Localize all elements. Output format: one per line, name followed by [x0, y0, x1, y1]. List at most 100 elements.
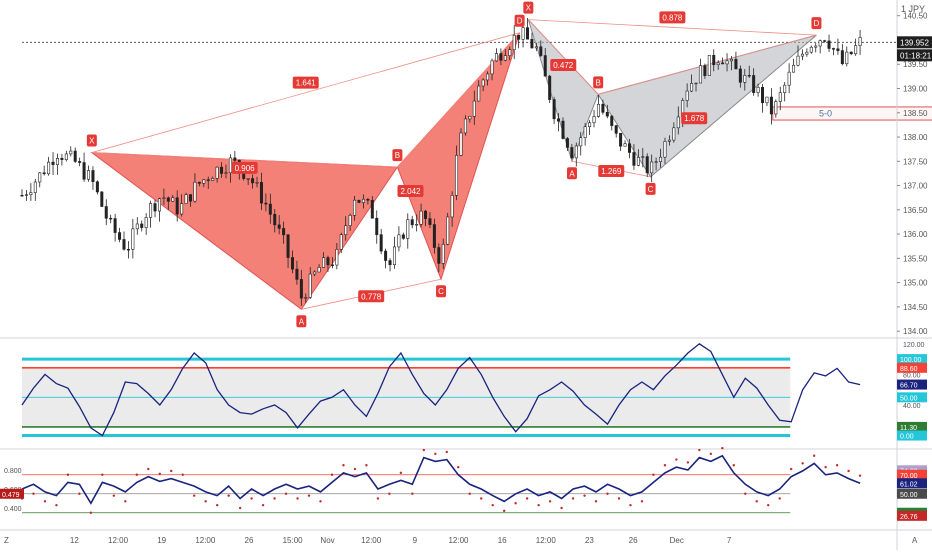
osc2-dot: [353, 467, 357, 471]
pivot-badge: [296, 315, 307, 328]
ratio-label: 1.641: [296, 79, 317, 88]
pivot-label: X: [526, 4, 532, 13]
candle-body: [698, 65, 702, 84]
candle-body: [384, 250, 388, 261]
candle-body: [769, 96, 773, 115]
osc2-line: [21, 454, 861, 505]
candle-body: [144, 217, 148, 228]
candle-body: [100, 191, 104, 207]
osc2-dot: [89, 511, 93, 514]
candle-body: [579, 137, 583, 147]
pattern-triangle: [597, 34, 817, 178]
candle-body: [410, 219, 414, 226]
pivot-badge: [86, 134, 97, 147]
osc2-badge: [897, 478, 927, 489]
candle-body: [614, 125, 618, 134]
osc2-dot: [537, 503, 540, 507]
candle-body: [650, 161, 654, 174]
osc2-dot: [250, 497, 253, 500]
candle-body: [557, 118, 561, 122]
candle-body: [472, 100, 476, 117]
candle-body: [752, 75, 756, 93]
time-label: 12:00: [108, 536, 129, 545]
time-label: 12:00: [448, 536, 469, 545]
osc2-dot: [686, 461, 690, 464]
osc2-dot: [594, 500, 598, 503]
osc1-badge-text: 100.00: [900, 357, 922, 364]
candle-body: [95, 181, 99, 193]
osc2-left-badge: [0, 488, 24, 499]
candle-body: [255, 182, 259, 184]
candle-body: [304, 297, 308, 299]
price-tick-label: 138.00: [903, 133, 928, 142]
candle-body: [747, 75, 751, 77]
candle-body: [428, 218, 432, 225]
osc1-badge: [897, 430, 927, 441]
candle-body: [140, 223, 144, 228]
osc2-dot: [514, 502, 517, 505]
pivot-label: B: [596, 78, 601, 87]
candle-body: [233, 157, 237, 161]
candle-body: [401, 234, 405, 239]
candle-body: [339, 234, 343, 250]
candle-body: [118, 232, 122, 240]
pivot-badge: [523, 1, 534, 14]
candle-body: [317, 267, 321, 273]
oscillator-1-layer: [21, 342, 861, 438]
osc2-dot: [480, 497, 483, 500]
osc1-badge-text: 50.00: [900, 395, 918, 402]
candle-body: [712, 55, 716, 66]
candle-body: [206, 179, 210, 181]
candle-body: [676, 116, 680, 129]
candle-body: [809, 46, 813, 53]
candle-body: [627, 143, 631, 153]
candle-body: [787, 71, 791, 86]
osc1-badge-text: 66.70: [900, 383, 918, 390]
candle-body: [512, 35, 516, 51]
osc2-dot: [170, 469, 173, 473]
osc2-dot: [629, 503, 632, 507]
candle-body: [778, 92, 782, 102]
ratio-label: 1.678: [684, 114, 705, 123]
price-tick-label: 135.00: [903, 279, 928, 288]
osc1-badge: [897, 379, 927, 390]
osc1-badge: [897, 362, 927, 373]
ratio-label: 2.042: [400, 187, 421, 196]
osc2-dot: [284, 492, 288, 495]
osc1-badge-text: 11.30: [900, 425, 917, 432]
candle-body: [486, 73, 490, 81]
time-label: 19: [157, 536, 166, 545]
price-tick-label: 139.50: [903, 60, 928, 69]
candle-body: [295, 268, 299, 280]
osc2-dot: [778, 497, 781, 500]
pivot-label: A: [569, 169, 575, 178]
osc2-dot: [112, 494, 116, 497]
osc2-dot: [709, 452, 713, 456]
ratio-label: 0.778: [361, 292, 382, 301]
candle-body: [122, 239, 126, 250]
pivot-badge: [436, 285, 447, 298]
osc2-dot: [548, 500, 552, 503]
ratio-line: [91, 32, 520, 153]
ratio-badge: [231, 161, 258, 174]
candle-body: [392, 246, 396, 266]
candle-body: [738, 68, 742, 83]
ratio-badge: [659, 11, 686, 24]
candle-body: [73, 150, 77, 162]
candle-body: [596, 103, 600, 117]
candle-body: [543, 55, 547, 77]
osc2-dot: [847, 469, 850, 473]
candle-body: [424, 210, 428, 219]
ratio-badge: [292, 76, 319, 89]
pivot-label: C: [648, 185, 654, 194]
candle-body: [388, 260, 392, 266]
candle-body: [33, 181, 37, 193]
candle-body: [38, 172, 42, 183]
candle-body: [78, 161, 82, 163]
osc2-dot: [193, 494, 196, 497]
price-tick-label: 137.00: [903, 182, 928, 191]
candle-body: [29, 192, 33, 195]
candle-body: [605, 111, 609, 117]
candle-body: [259, 182, 263, 204]
